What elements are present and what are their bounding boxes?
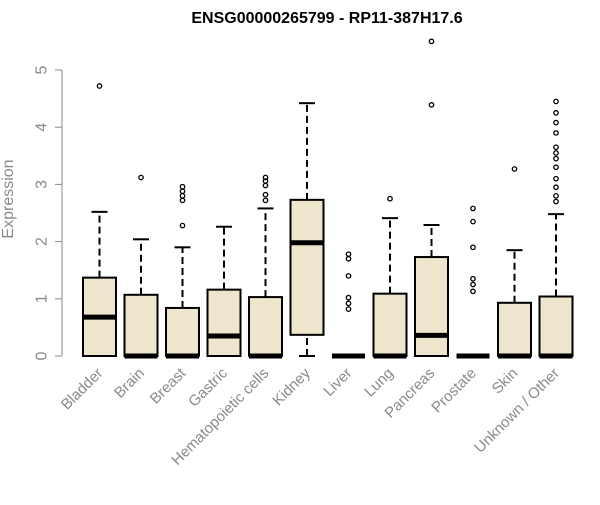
outlier-point: [470, 288, 476, 295]
x-tick-label: Prostate: [428, 365, 480, 417]
box-group: [332, 251, 365, 359]
outlier-point: [262, 197, 269, 204]
outlier-point: [553, 175, 559, 182]
outlier-point: [553, 110, 559, 116]
y-axis-label: Expression: [0, 159, 17, 238]
outlier-point: [553, 144, 559, 151]
outlier-point: [553, 192, 559, 199]
outlier-point: [179, 188, 186, 195]
x-tick-label: Breast: [147, 364, 190, 407]
outlier-point: [179, 197, 186, 204]
box-rect: [497, 301, 532, 357]
y-axis: 0 1 2 3 4 5: [34, 65, 63, 360]
outlier-point: [470, 275, 476, 282]
box-rect: [289, 198, 325, 336]
box-group: [497, 166, 532, 359]
outlier-point: [553, 98, 559, 105]
outlier-point: [345, 273, 352, 279]
x-tick-label: Liver: [320, 365, 355, 400]
box-group: [414, 38, 449, 358]
boxes: [82, 38, 574, 359]
x-tick-label: Bladder: [58, 365, 107, 414]
outlier-point: [470, 244, 476, 251]
outlier-point: [345, 300, 352, 307]
outlier-point: [345, 255, 352, 262]
y-tick-label: 2: [34, 237, 51, 246]
box-group: [289, 102, 325, 357]
y-tick-label: 3: [34, 180, 51, 189]
box-group: [372, 195, 408, 359]
outlier-point: [553, 164, 559, 171]
box-rect: [123, 293, 159, 357]
box-group: [538, 98, 574, 359]
outlier-point: [553, 130, 559, 136]
box-group: [248, 174, 283, 359]
outlier-point: [553, 119, 559, 126]
x-tick-label: Brain: [111, 365, 148, 402]
outlier-point: [553, 198, 559, 205]
y-tick-label: 0: [34, 351, 51, 360]
outlier-point: [179, 222, 186, 229]
outlier-point: [262, 182, 269, 189]
outlier-point: [262, 178, 269, 184]
y-tick-label: 1: [34, 294, 51, 303]
box-group: [165, 183, 200, 359]
outlier-point: [96, 83, 103, 89]
y-tick-label: 4: [34, 123, 51, 132]
x-tick-label: Skin: [489, 365, 522, 398]
box-group: [206, 225, 242, 358]
outlier-point: [345, 251, 352, 258]
x-tick-label: Lung: [361, 365, 397, 401]
box-group: [456, 205, 490, 359]
outlier-point: [428, 38, 435, 45]
outlier-point: [553, 155, 559, 162]
outlier-point: [428, 102, 435, 108]
box-rect: [248, 296, 283, 358]
outlier-point: [470, 281, 476, 288]
outlier-point: [179, 192, 186, 199]
outlier-point: [345, 306, 352, 312]
outlier-point: [262, 191, 269, 198]
outlier-point: [345, 294, 352, 301]
box-group: [82, 83, 117, 357]
box-rect: [372, 292, 408, 358]
outlier-point: [138, 174, 144, 181]
outlier-point: [387, 195, 393, 202]
outlier-point: [470, 218, 476, 225]
box-rect: [165, 306, 200, 357]
y-tick-label: 5: [34, 65, 51, 74]
box-rect: [414, 256, 449, 358]
outlier-point: [179, 183, 186, 190]
outlier-point: [470, 205, 476, 212]
outlier-point: [553, 150, 559, 156]
outlier-point: [553, 184, 559, 191]
box-rect: [206, 288, 242, 358]
outlier-point: [511, 166, 518, 172]
outlier-point: [262, 174, 269, 181]
box-group: [123, 174, 159, 359]
chart-title: ENSG00000265799 - RP11-387H17.6: [191, 10, 462, 27]
box-rect: [538, 295, 574, 357]
x-tick-label: Kidney: [269, 364, 314, 409]
